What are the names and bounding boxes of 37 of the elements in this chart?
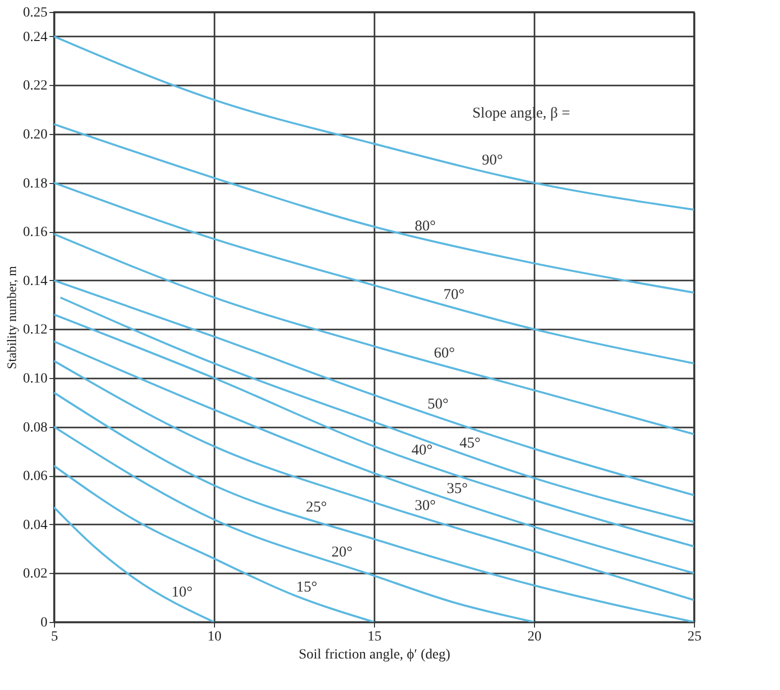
y-tick-label: 0.06 <box>23 469 48 484</box>
series-label: 80° <box>414 218 436 234</box>
y-tick-label: 0.14 <box>23 274 48 289</box>
series-label: 45° <box>460 436 480 452</box>
x-tick-label: 10 <box>208 630 222 644</box>
x-axis-title: Soil friction angle, ϕ′ (deg) <box>298 648 451 662</box>
series-label: 35° <box>446 481 468 498</box>
y-tick-label: 0.08 <box>23 420 48 436</box>
y-tick-label: 0.12 <box>23 322 48 338</box>
series-label: 15° <box>296 579 318 596</box>
line-series <box>54 506 215 622</box>
y-tick-label: 0.20 <box>23 128 48 142</box>
y-tick-label: 0.25 <box>23 6 48 20</box>
series-label: 50° <box>428 396 448 413</box>
line-series <box>54 464 375 622</box>
x-tick-label: 15 <box>368 630 382 644</box>
y-axis-title: Stability number, m <box>4 266 19 370</box>
y-tick-label: 0.02 <box>23 566 48 582</box>
y-tick-label: 0.04 <box>23 518 48 533</box>
series-label: 20° <box>332 544 352 560</box>
series-label: 10° <box>172 584 192 600</box>
series-label: 70° <box>444 287 464 304</box>
x-tick-label: 5 <box>51 630 58 644</box>
series-label: 30° <box>414 498 436 514</box>
y-tick-label: 0.22 <box>23 78 48 94</box>
series-label: 60° <box>434 346 455 362</box>
x-tick-label: 25 <box>688 630 702 644</box>
series-label: 40° <box>412 442 432 458</box>
y-tick-label: 0 <box>40 616 48 630</box>
y-tick-label: 0.18 <box>23 176 48 192</box>
line-series <box>54 426 535 622</box>
y-tick-label: 0.24 <box>23 30 48 45</box>
series-label: 25° <box>306 500 327 516</box>
x-tick-label: 20 <box>528 630 542 644</box>
y-tick-label: 0.16 <box>23 225 48 240</box>
series-label: 90° <box>482 152 503 169</box>
y-tick-label: 0.10 <box>23 372 48 386</box>
